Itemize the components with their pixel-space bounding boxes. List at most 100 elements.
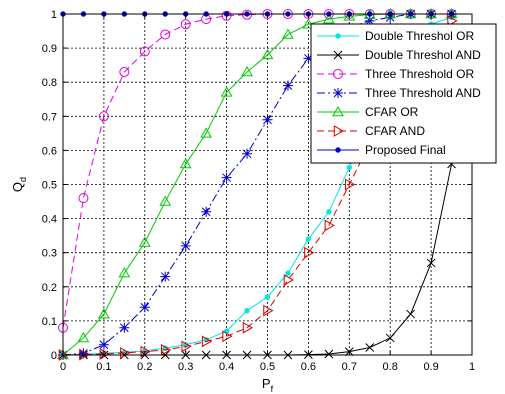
legend-marker (333, 88, 343, 98)
data-point (264, 294, 271, 300)
x-tick-label: 0.7 (342, 361, 357, 373)
data-point (241, 65, 253, 77)
data-point (78, 348, 89, 359)
data-point (326, 209, 332, 215)
ticks: 0 0.1 0.2 0.3 0.4 0.5 0.6 0.7 0.8 0.9 1 0 0.1 0.2 0.3 0… (42, 9, 475, 373)
data-point (161, 344, 172, 356)
data-point (77, 331, 90, 343)
legend-marker (332, 105, 344, 117)
legend-marker (333, 50, 343, 60)
data-point (324, 349, 334, 359)
data-point (139, 46, 150, 57)
legend-label: Three Threshold AND (365, 86, 481, 100)
y-tick-label: 0.1 (42, 316, 57, 328)
data-point (201, 335, 213, 348)
y-tick-label: 0.8 (42, 77, 57, 89)
data-point (98, 111, 109, 122)
data-point (181, 340, 192, 353)
y-tick-label: 0.7 (42, 111, 57, 123)
legend-marker (333, 69, 343, 79)
data-point (139, 302, 150, 313)
data-point (343, 10, 356, 21)
data-point (221, 10, 232, 21)
legend-entry: Double Threshol OR (317, 29, 475, 43)
legend-label: Double Threshol AND (365, 48, 481, 62)
y-tick-label: 0.2 (42, 282, 57, 294)
data-point (201, 206, 212, 217)
axis-titles: Pf Qd (10, 177, 274, 394)
y-axis-title-main: Q (10, 182, 25, 192)
legend-label: Three Threshold OR (365, 67, 474, 81)
x-tick-label: 0 (60, 361, 66, 373)
data-point (406, 309, 416, 319)
legend-entry: Double Threshol AND (317, 48, 481, 62)
data-point (346, 164, 352, 171)
y-axis-title: Qd (10, 177, 28, 192)
y-tick-label: 0.9 (42, 43, 57, 55)
legend-marker (333, 125, 345, 137)
data-point (98, 339, 109, 350)
x-axis-title: Pf (262, 376, 274, 394)
data-point (263, 304, 274, 317)
data-point (242, 9, 253, 20)
legend-entry: Three Threshold AND (317, 86, 481, 100)
data-point (303, 53, 314, 64)
data-point (179, 158, 192, 169)
data-point (180, 240, 191, 251)
x-tick-label: 1 (469, 361, 475, 373)
data-point (244, 307, 250, 314)
data-point (58, 349, 70, 361)
x-tick-label: 0.8 (383, 361, 398, 373)
data-point (242, 321, 254, 334)
grid (63, 14, 472, 355)
y-tick-label: 0.6 (42, 145, 57, 157)
legend-entry: CFAR OR (317, 105, 419, 119)
y-tick-label: 0.4 (42, 214, 57, 226)
data-point (322, 13, 335, 24)
data-point (180, 19, 191, 30)
data-point (305, 236, 312, 242)
x-tick-label: 0.9 (423, 361, 438, 373)
data-point (160, 29, 171, 40)
x-tick-label: 0.6 (301, 361, 316, 373)
x-axis-title-main: P (262, 376, 271, 391)
data-point (119, 66, 130, 77)
data-point (261, 48, 274, 60)
legend-label: Proposed Final (365, 143, 446, 157)
data-point (57, 348, 69, 360)
legend: Double Threshol OR Double Threshol AND Thr… (310, 23, 497, 164)
y-axis-title-sub: d (18, 177, 28, 182)
data-point (426, 258, 436, 268)
data-point (385, 333, 395, 343)
legend-label: CFAR AND (365, 124, 425, 138)
data-point (285, 270, 291, 276)
data-point (282, 28, 294, 39)
legend-entry: Three Threshold OR (317, 67, 474, 81)
data-point (365, 343, 375, 352)
data-point (140, 345, 151, 358)
data-point (119, 322, 130, 333)
data-point (221, 172, 232, 183)
data-point (78, 193, 89, 204)
data-point (159, 195, 172, 206)
legend-label: Double Threshol OR (365, 29, 475, 43)
y-tick-label: 0.3 (42, 248, 57, 260)
legend-marker (335, 147, 341, 153)
legend-label: CFAR OR (365, 105, 419, 119)
legend-entry: CFAR AND (317, 124, 425, 138)
data-point (160, 271, 171, 282)
data-point (242, 148, 253, 159)
y-tick-label: 0 (51, 350, 57, 362)
data-point (138, 236, 151, 247)
data-point (99, 348, 110, 360)
data-point (98, 308, 110, 319)
y-tick-label: 0.5 (42, 180, 57, 192)
x-tick-label: 0.5 (260, 361, 275, 373)
y-tick-label: 1 (51, 9, 57, 21)
legend-marker (335, 33, 341, 39)
data-point (447, 14, 458, 27)
x-tick-label: 0.3 (178, 361, 193, 373)
data-point (324, 219, 335, 232)
